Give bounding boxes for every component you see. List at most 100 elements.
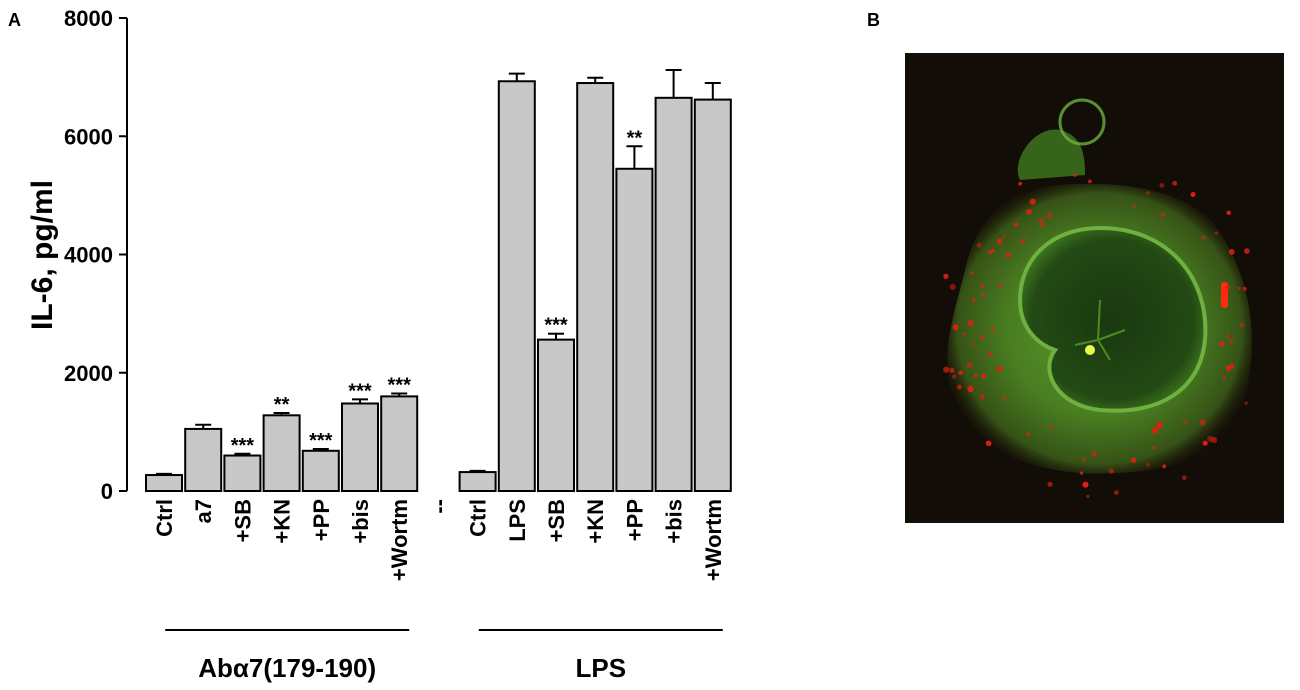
x-tick-label: +Wortm [701, 499, 726, 581]
red-punctum [979, 394, 985, 400]
x-tick-label: +bis [662, 499, 687, 544]
x-tick-label: Ctrl [466, 499, 491, 537]
red-punctum [1002, 235, 1006, 239]
y-tick-label: 4000 [64, 243, 113, 268]
x-tick-label: Ctrl [152, 499, 177, 537]
red-punctum [1026, 208, 1033, 215]
x-tick-label: a7 [191, 499, 216, 523]
bar [301, 449, 340, 493]
bar [223, 454, 262, 492]
bar [615, 167, 654, 493]
red-punctum [1145, 462, 1151, 467]
red-punctum [1226, 210, 1231, 216]
red-punctum [1019, 240, 1023, 245]
y-axis-label: IL-6, pg/ml [26, 180, 59, 330]
fluorescence-micrograph [905, 53, 1284, 523]
bar [576, 82, 615, 492]
red-punctum [1160, 212, 1165, 218]
red-punctum [1225, 285, 1231, 290]
y-axis: 0 2000 4000 6000 8000 [64, 6, 128, 504]
red-punctum [1026, 432, 1030, 436]
nuclear-fold [1074, 299, 1126, 361]
red-punctum [1201, 235, 1206, 240]
group-label: Abα7(179-190) [198, 653, 376, 683]
red-punctum [1214, 231, 1219, 235]
red-punctum [1079, 471, 1084, 475]
red-punctum [1244, 248, 1250, 254]
group-brackets: Abα7(179-190) LPS [165, 629, 723, 683]
y-tick-label: 6000 [64, 124, 113, 149]
red-punctum [972, 298, 976, 303]
red-puncta [943, 172, 1250, 498]
red-punctum [1242, 286, 1247, 291]
x-tick-label: +KN [270, 499, 295, 544]
bar [145, 474, 183, 493]
red-punctum [1146, 191, 1150, 195]
y-tick-label: 2000 [64, 361, 113, 386]
red-punctum [980, 283, 985, 288]
red-punctum [1239, 322, 1245, 328]
x-tick-label: +KN [583, 499, 608, 544]
x-tick-label: +bis [348, 499, 373, 544]
x-tick-label: +PP [622, 499, 647, 541]
red-punctum [1237, 286, 1241, 290]
red-punctum [951, 374, 957, 379]
bar [654, 96, 693, 492]
red-punctum [958, 370, 963, 376]
red-punctum [1087, 179, 1092, 184]
significance-marker: ** [627, 127, 643, 149]
x-tick-labels: Ctrl a7 +SB +KN +PP +bis +Wortm -- Ctrl LPS +SB +KN… [152, 499, 726, 581]
red-punctum [1199, 419, 1206, 426]
significance-marker: *** [309, 430, 333, 452]
vesicle-ring [1058, 98, 1106, 146]
red-punctum [1082, 481, 1089, 488]
bar [497, 80, 536, 492]
red-punctum [1114, 490, 1119, 495]
red-punctum [952, 324, 959, 331]
red-punctum [1218, 341, 1225, 347]
significance-marker: ** [274, 394, 290, 416]
nucleus [1017, 225, 1208, 413]
red-punctum [1172, 180, 1178, 186]
bars: *********** ******** [145, 69, 732, 493]
bar [380, 395, 419, 492]
y-tick-label: 0 [101, 479, 113, 504]
significance-marker: *** [544, 315, 568, 337]
red-punctum [943, 366, 950, 373]
red-punctum [987, 351, 993, 357]
red-punctum [1072, 172, 1077, 177]
red-punctum [1081, 457, 1086, 462]
red-punctum [1021, 238, 1026, 243]
red-punctum [1244, 401, 1248, 405]
red-punctum [998, 283, 1003, 288]
bar [693, 98, 732, 492]
upper-cell-process [1017, 129, 1085, 180]
red-punctum [1151, 427, 1159, 434]
red-punctum [1182, 419, 1188, 425]
red-punctum [1228, 338, 1234, 344]
x-tick-label: +SB [230, 499, 255, 542]
red-punctum [976, 242, 982, 248]
red-punctum [1202, 440, 1208, 446]
red-punctum [1130, 457, 1137, 464]
bar [262, 414, 301, 493]
x-tick-label: +SB [544, 499, 569, 542]
red-punctum [979, 335, 985, 340]
x-tick-label: LPS [505, 499, 530, 542]
red-punctum [1162, 464, 1167, 469]
group-label: LPS [576, 653, 627, 683]
red-punctum [1040, 222, 1045, 228]
bar [458, 471, 497, 492]
red-punctum [990, 327, 995, 332]
red-punctum [1207, 435, 1214, 442]
x-tick-label: +PP [309, 499, 334, 541]
red-punctum [1038, 217, 1044, 224]
red-punctum [1018, 181, 1023, 186]
red-punctum [1225, 365, 1230, 370]
red-punctum [996, 238, 1003, 245]
bar [184, 427, 223, 493]
red-punctum [1108, 468, 1114, 474]
panel-b-label: B [867, 10, 880, 30]
x-tick-label: +Wortm [387, 499, 412, 581]
